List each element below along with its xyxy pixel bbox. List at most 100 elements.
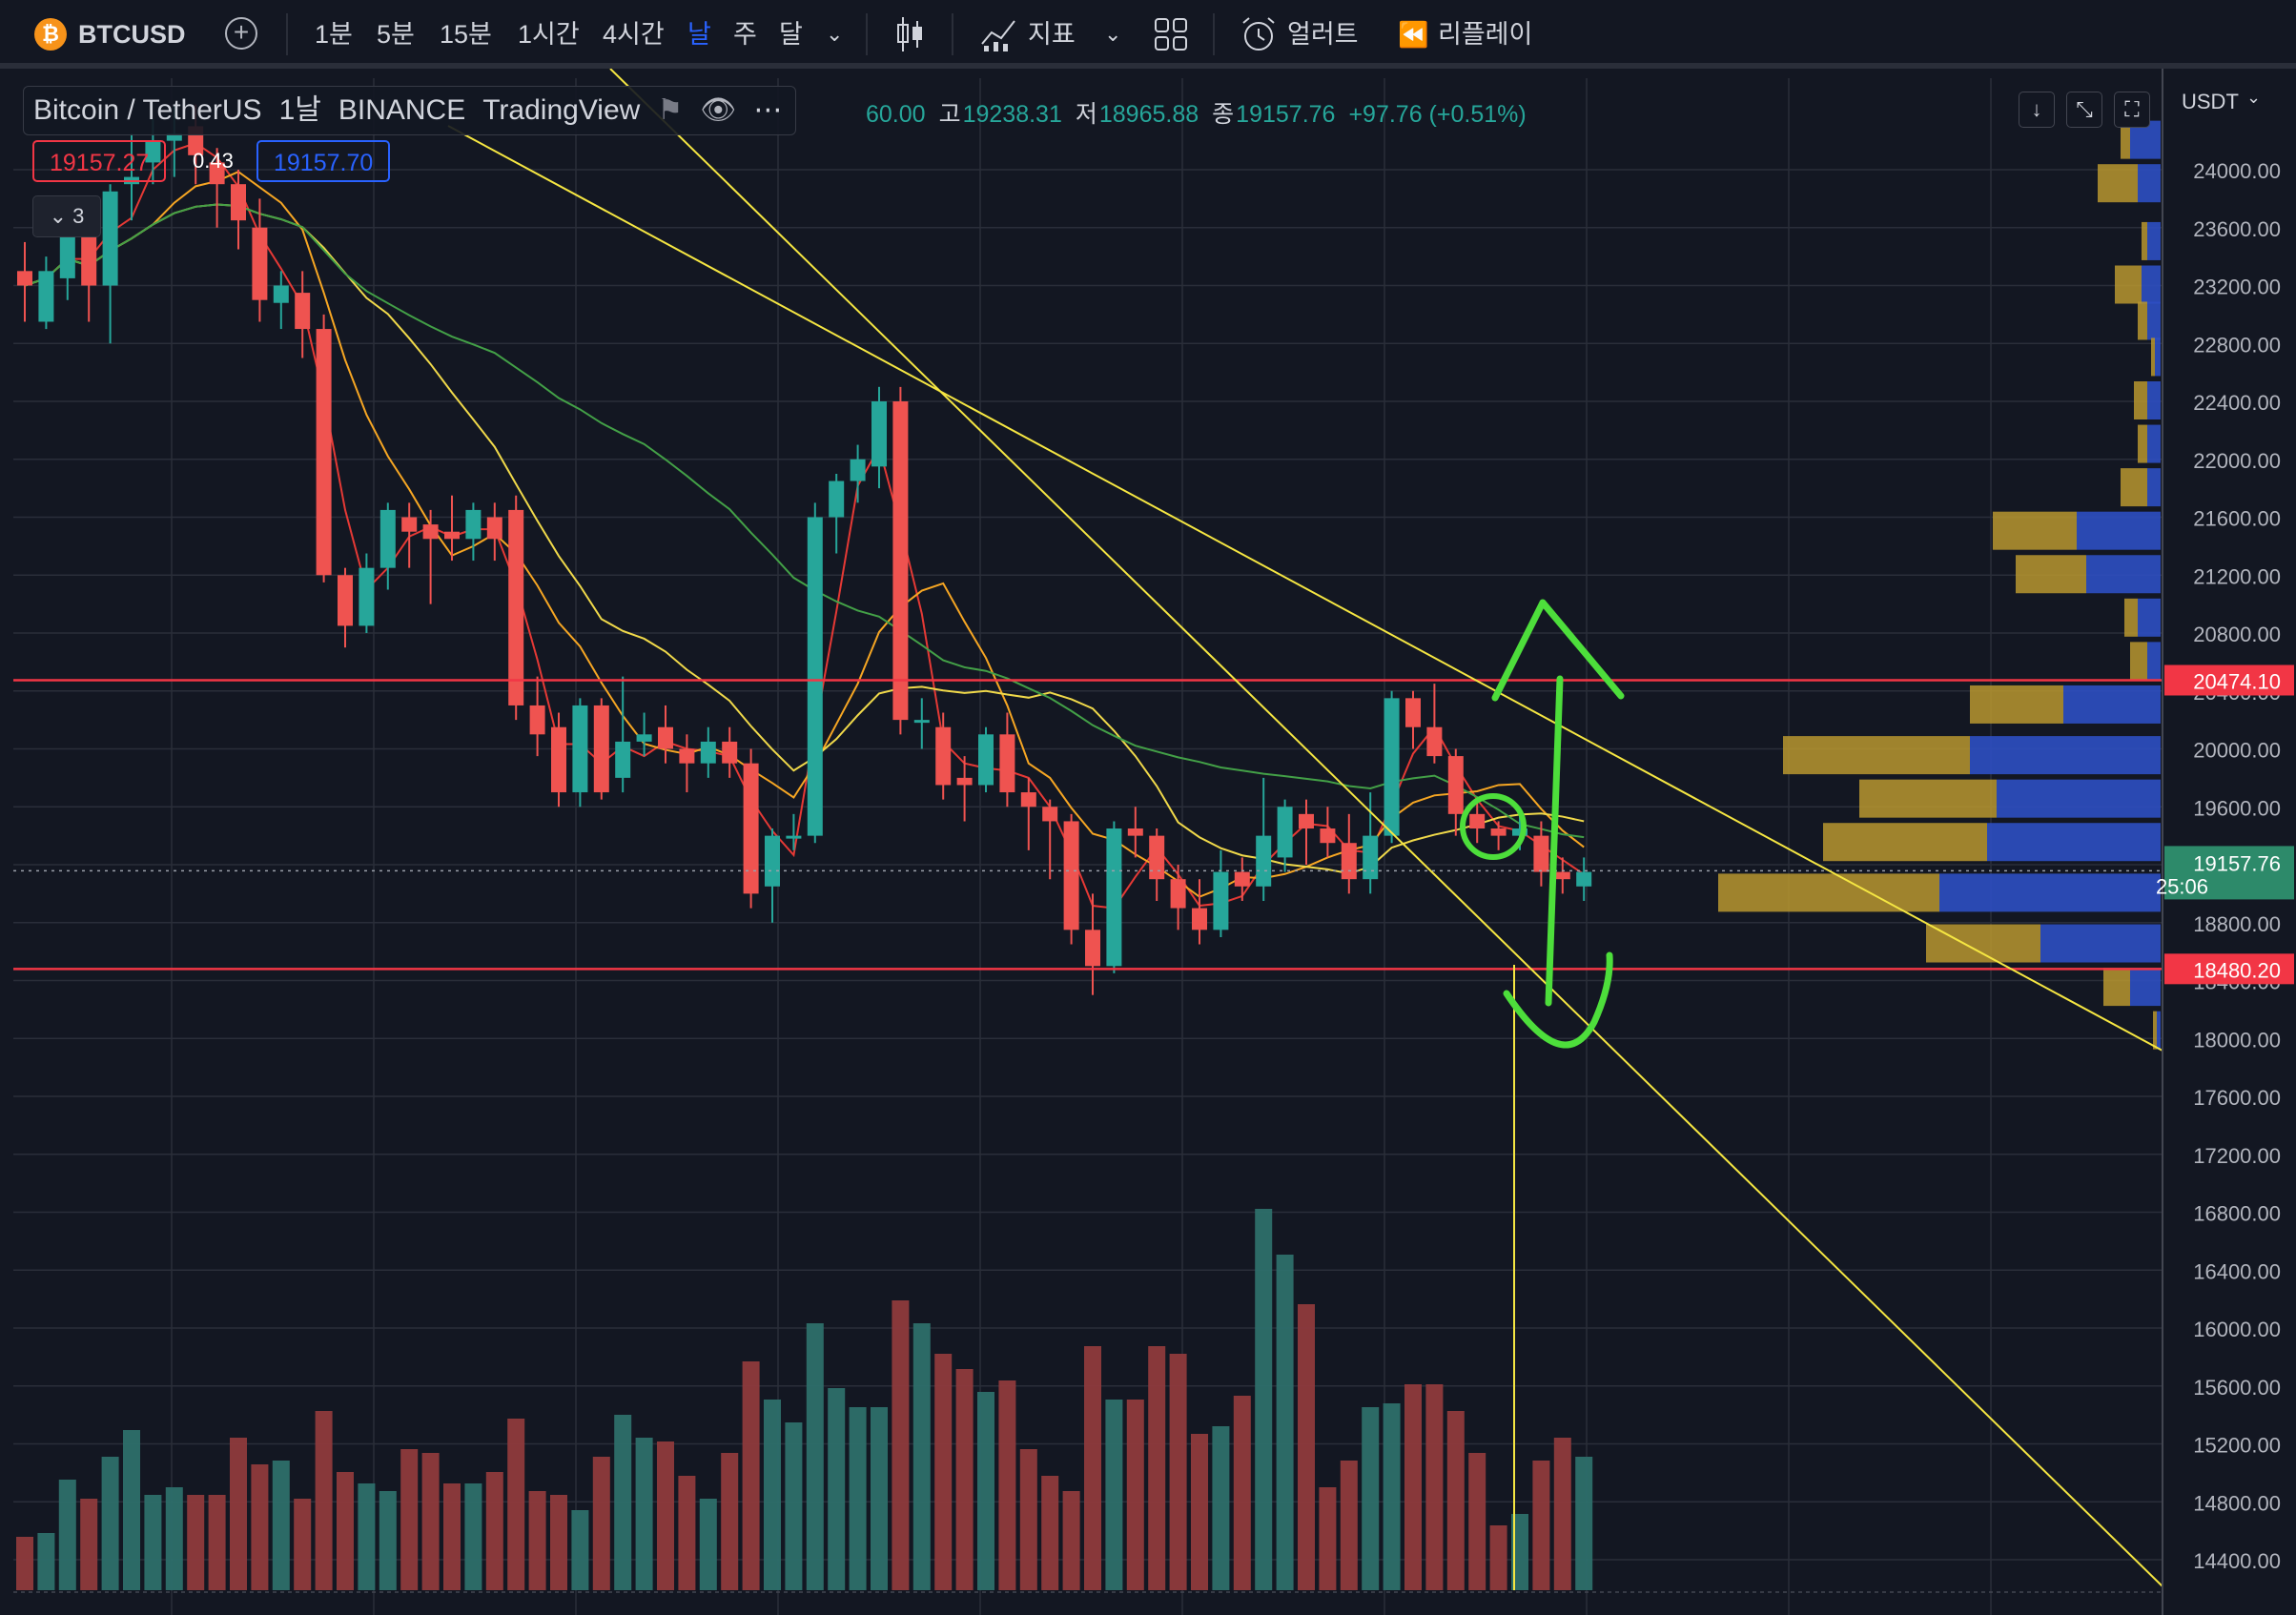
volume-bar [977, 1392, 994, 1590]
timeframe-15m[interactable]: 15분 [440, 20, 492, 49]
volume-bar [1233, 1396, 1251, 1590]
volume-bar [1062, 1491, 1080, 1590]
bitcoin-icon: ₿ [34, 18, 67, 51]
candle-body [1063, 821, 1079, 930]
indicators-button[interactable]: 지표 [1028, 20, 1076, 49]
candle-body [999, 734, 1015, 793]
volume-bar [1212, 1426, 1230, 1590]
price-tick-label: 19600.00 [2193, 796, 2281, 820]
timeframe-5m[interactable]: 5분 [377, 20, 415, 49]
quote-currency-selector[interactable]: USDT [2182, 90, 2239, 113]
volume-profile-up-bar [1970, 736, 2161, 775]
volume-bar [358, 1483, 376, 1590]
price-tick-label: 14400.00 [2193, 1549, 2281, 1573]
timeframe-1h[interactable]: 1시간 [518, 20, 580, 49]
price-tick-label: 17200.00 [2193, 1144, 2281, 1168]
candle-body [1085, 930, 1100, 967]
volume-profile [1718, 120, 2161, 1050]
volume-bar [1019, 1449, 1037, 1590]
candle-body [231, 184, 246, 221]
indicators-chevron-down-icon[interactable]: ⌄ [1104, 22, 1122, 46]
candle-body [252, 227, 268, 300]
candle-body [1384, 698, 1400, 836]
price-axis[interactable]: 14400.00 14800.00 15200.00 15600.00 16000.00… [2156, 69, 2296, 1615]
replay-rewind-icon[interactable]: ⏪ [1398, 20, 1429, 49]
volume-bar [635, 1438, 653, 1590]
chevron-down-icon: ⌄ [49, 204, 73, 228]
candle-body [807, 517, 823, 836]
volume-bar [550, 1495, 567, 1590]
volume-bar [806, 1323, 824, 1590]
candles [17, 104, 1592, 995]
timeframe-month[interactable]: 달 [779, 20, 803, 49]
ohlc-close-label: 종 [1212, 101, 1235, 128]
timeframe-4h[interactable]: 4시간 [603, 20, 665, 49]
volume-profile-up-bar [2147, 424, 2161, 463]
compare-symbol-plus-icon[interactable]: + [225, 17, 257, 50]
symbol-search-button[interactable]: BTCUSD [78, 20, 186, 49]
ohlc-low: 18965.88 [1098, 101, 1199, 128]
indicator-collapse-button[interactable]: ⌄ 3 [32, 195, 101, 237]
timeframe-1m[interactable]: 1분 [315, 20, 353, 49]
volume-bar [1383, 1403, 1401, 1590]
candle-body [379, 509, 396, 568]
volume-bar [998, 1380, 1016, 1590]
moving-average-lines [24, 142, 1585, 910]
candle-style-icon[interactable] [894, 15, 925, 53]
flag-icon[interactable]: ⚑ [657, 94, 684, 126]
price-chart[interactable]: 14400.00 14800.00 15200.00 15600.00 16000.00… [0, 69, 2296, 1615]
volume-bar [1041, 1476, 1059, 1590]
currency-chevron-down-icon[interactable]: ⌄ [2246, 88, 2262, 107]
arrow-down-icon[interactable]: ↓ [2019, 92, 2055, 128]
layout-grid-icon[interactable] [1154, 17, 1188, 51]
candle-body [102, 191, 118, 286]
indicators-chart-icon[interactable] [980, 15, 1018, 53]
alert-clock-icon[interactable] [1240, 15, 1278, 53]
candle-body [786, 835, 802, 839]
eye-icon[interactable]: 👁 [700, 94, 737, 126]
candle-body [1576, 871, 1592, 887]
volume-bar [1298, 1304, 1315, 1590]
alerts-button[interactable]: 얼러트 [1287, 20, 1359, 49]
candle-body [1170, 879, 1186, 909]
volume-profile-down-bar [2016, 555, 2086, 594]
ohlc-change: +97.76 (+0.51%) [1348, 101, 1527, 128]
buy-price-button[interactable]: 19157.70 [256, 140, 391, 182]
timeframe-chevron-down-icon[interactable]: ⌄ [826, 22, 844, 46]
volume-bar [337, 1472, 354, 1590]
fullscreen-icon[interactable]: ⛶ [2114, 92, 2150, 128]
toolbar-divider [286, 13, 288, 55]
legend-exchange: BINANCE [338, 94, 466, 126]
volume-bar [828, 1388, 846, 1590]
arrow-down-annotation [1503, 951, 1613, 1049]
candle-body [935, 726, 952, 786]
price-tick-label: 23600.00 [2193, 217, 2281, 241]
volume-profile-down-bar [2130, 642, 2147, 681]
candle-body [338, 575, 353, 626]
candle-body [978, 734, 994, 786]
volume-bar [871, 1407, 888, 1590]
volume-bar [507, 1419, 525, 1590]
candle-body [273, 285, 289, 303]
candle-body [145, 140, 161, 163]
volume-bar [58, 1480, 76, 1590]
candle-body [1469, 813, 1486, 829]
volume-profile-up-bar [2142, 265, 2161, 304]
volume-bar [912, 1323, 931, 1590]
volume-profile-up-bar [2147, 381, 2161, 419]
timeframe-week[interactable]: 주 [733, 20, 757, 49]
volume-bar [1084, 1346, 1101, 1590]
collapse-arrows-icon[interactable]: ⤡ [2066, 92, 2102, 128]
replay-button[interactable]: 리플레이 [1438, 20, 1533, 49]
volume-profile-up-bar [2147, 642, 2161, 681]
volume-profile-up-bar [2040, 924, 2161, 963]
price-tick-label: 21600.00 [2193, 507, 2281, 531]
timeframe-day-active[interactable]: 날 [687, 20, 711, 49]
volume-bar [80, 1499, 98, 1590]
volume-bar [16, 1537, 33, 1590]
sell-price-button[interactable]: 19157.27 [32, 140, 167, 182]
trendlines [447, 69, 2163, 1590]
legend-pair: Bitcoin / TetherUS [33, 94, 262, 126]
volume-profile-up-bar [2138, 598, 2161, 637]
more-options-icon[interactable]: ⋯ [753, 94, 783, 126]
